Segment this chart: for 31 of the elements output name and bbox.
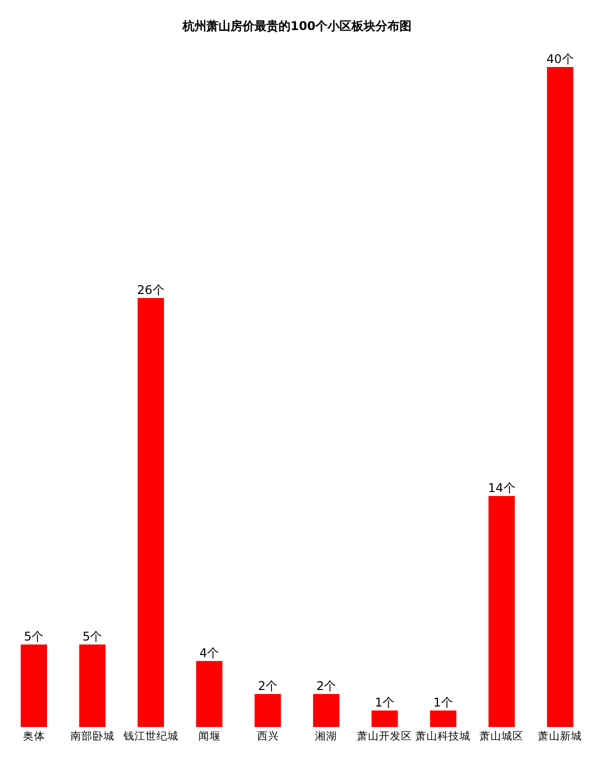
bar (430, 710, 456, 727)
bar (196, 661, 222, 727)
data-label: 1个 (433, 696, 454, 710)
x-tick-label: 萧山新城 (538, 730, 582, 742)
bar (313, 694, 340, 727)
x-tick-label: 萧山开发区 (357, 730, 412, 742)
x-tick-label: 西兴 (256, 730, 279, 742)
bar (372, 710, 398, 727)
data-label: 14个 (488, 481, 516, 495)
data-label: 1个 (374, 696, 395, 710)
x-tick-label: 南部卧城 (70, 730, 114, 742)
data-label: 5个 (82, 630, 102, 644)
bar (20, 644, 48, 727)
data-label: 2个 (258, 679, 278, 693)
bar (488, 496, 515, 727)
data-label: 40个 (546, 52, 574, 66)
bar (138, 298, 164, 727)
data-label: 2个 (316, 679, 336, 693)
x-tick-label: 闻堰 (198, 730, 220, 742)
x-tick-label: 奥体 (22, 730, 45, 742)
bar (79, 644, 106, 727)
x-tick-label: 萧山科技城 (416, 730, 471, 742)
data-label: 4个 (199, 646, 220, 660)
chart-title: 杭州萧山房价最贵的100个小区板块分布图 (181, 19, 412, 33)
bar (254, 694, 281, 727)
x-tick-label: 湘湖 (315, 730, 338, 742)
x-tick-label: 钱江世纪城 (122, 730, 178, 742)
bar (546, 67, 574, 727)
x-tick-label: 萧山城区 (480, 730, 524, 742)
data-label: 5个 (24, 630, 44, 644)
data-label: 26个 (137, 283, 164, 297)
